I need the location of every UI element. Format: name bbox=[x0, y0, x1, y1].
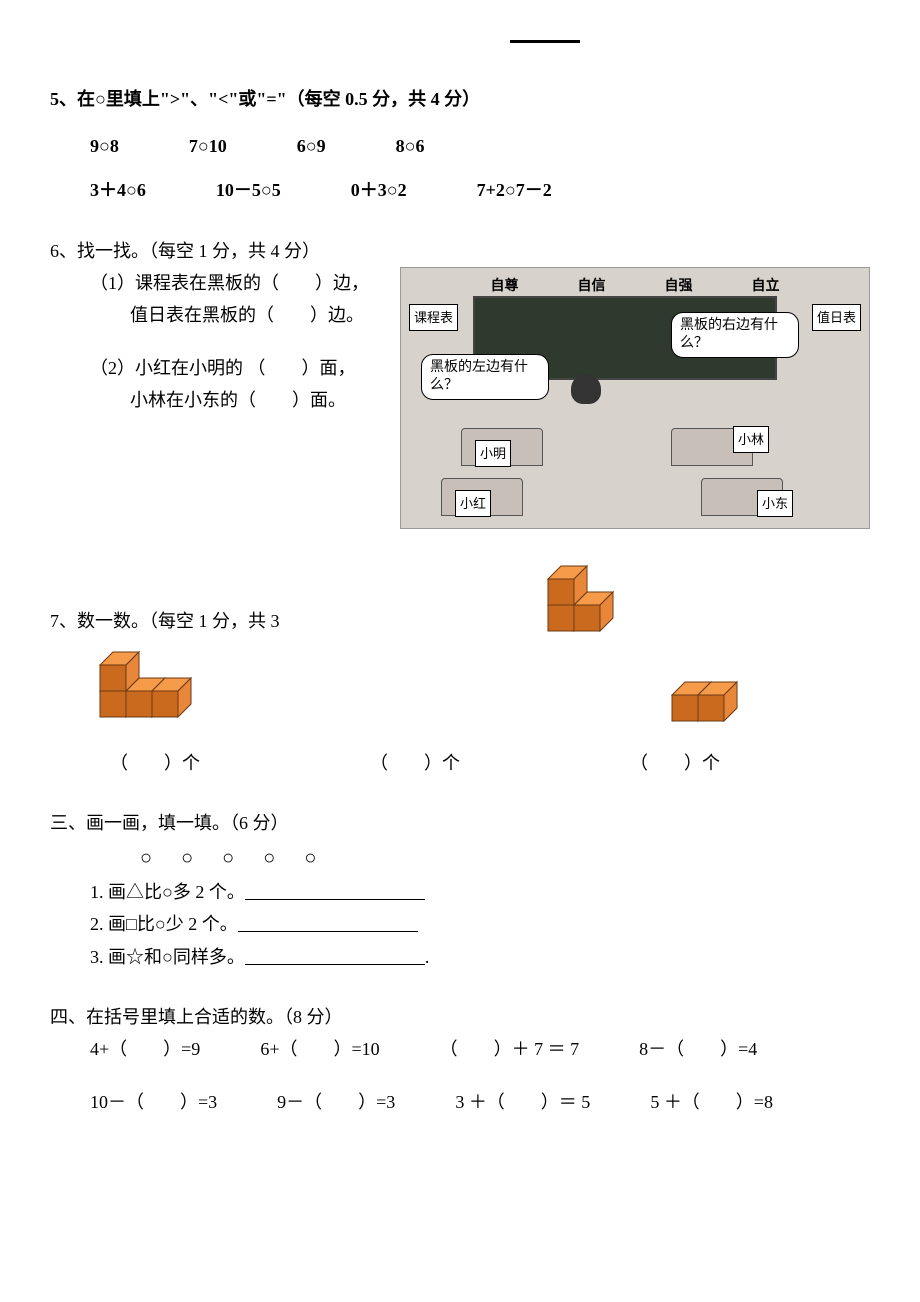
cube-group-a-svg bbox=[90, 647, 230, 727]
q3-line2: 2. 画□比○少 2 个。 bbox=[90, 908, 870, 940]
q3-circles: ○ ○ ○ ○ ○ bbox=[140, 840, 870, 876]
q4-r2-4: 5 ＋（ ）=8 bbox=[650, 1086, 773, 1118]
q7-blank-3: （ ）个 bbox=[630, 747, 720, 779]
q4-r2-2: 9－（ ）=3 bbox=[277, 1086, 395, 1118]
q3-blank-1 bbox=[245, 899, 425, 900]
q5-r2-2: 10－5○5 bbox=[216, 174, 281, 206]
top-blank-line bbox=[510, 40, 580, 43]
q6-line2: 值日表在黑板的（ ）边。 bbox=[130, 299, 390, 331]
lbl-xiaoming: 小明 bbox=[475, 440, 511, 467]
cube-group-a bbox=[90, 647, 230, 727]
q5-r1-4: 8○6 bbox=[396, 130, 425, 162]
q7-blank-1: （ ）个 bbox=[110, 747, 200, 779]
q6-line4: 小林在小东的（ ）面。 bbox=[130, 384, 390, 416]
q3-blank-3 bbox=[245, 964, 425, 965]
left-card: 课程表 bbox=[409, 304, 458, 331]
q6-text-block: （1）课程表在黑板的（ ）边， 值日表在黑板的（ ）边。 （2）小红在小明的 （… bbox=[50, 267, 390, 417]
bubble-left: 黑板的左边有什么？ bbox=[421, 354, 549, 400]
q5-r2-1: 3＋4○6 bbox=[90, 174, 146, 206]
cube-group-b-svg bbox=[530, 557, 620, 637]
q4-row1: 4+（ ）=9 6+（ ）=10 （ ）＋ 7 ＝ 7 8－（ ）=4 bbox=[90, 1033, 870, 1065]
q7-title: 7、数一数。（每空 1 分，共 3 bbox=[50, 605, 280, 637]
q5-r2-3: 0＋3○2 bbox=[351, 174, 407, 206]
q6-line1: （1）课程表在黑板的（ ）边， bbox=[90, 267, 390, 299]
q3-line3: 3. 画☆和○同样多。. bbox=[90, 941, 870, 973]
q6-title: 6、找一找。（每空 1 分，共 4 分） bbox=[50, 235, 870, 267]
q5-row2: 3＋4○6 10－5○5 0＋3○2 7+2○7－2 bbox=[90, 174, 870, 206]
q7-blank-2: （ ）个 bbox=[370, 747, 460, 779]
bubble-right: 黑板的右边有什么？ bbox=[671, 312, 799, 358]
lbl-xiaolin: 小林 bbox=[733, 426, 769, 453]
question-7: 7、数一数。（每空 1 分，共 3 （ ）个 （ ）个 （ ）个 bbox=[50, 557, 870, 779]
teacher-figure bbox=[571, 374, 601, 404]
right-card: 值日表 bbox=[812, 304, 861, 331]
q5-r1-1: 9○8 bbox=[90, 130, 119, 162]
q7-blanks: （ ）个 （ ）个 （ ）个 bbox=[110, 747, 870, 779]
q5-title: 5、在○里填上">"、"<"或"="（每空 0.5 分，共 4 分） bbox=[50, 83, 870, 115]
q4-r1-2: 6+（ ）=10 bbox=[260, 1033, 379, 1065]
q5-row1: 9○8 7○10 6○9 8○6 bbox=[90, 130, 870, 162]
q5-r1-2: 7○10 bbox=[189, 130, 227, 162]
q3-line2-text: 2. 画□比○少 2 个。 bbox=[90, 914, 238, 934]
q4-r1-4: 8－（ ）=4 bbox=[639, 1033, 757, 1065]
q4-r1-3: （ ）＋ 7 ＝ 7 bbox=[440, 1033, 580, 1065]
q5-r2-4: 7+2○7－2 bbox=[477, 174, 552, 206]
cube-group-c bbox=[650, 667, 770, 727]
q3-line1-text: 1. 画△比○多 2 个。 bbox=[90, 882, 245, 902]
section-3: 三、画一画，填一填。（6 分） ○ ○ ○ ○ ○ 1. 画△比○多 2 个。 … bbox=[50, 807, 870, 973]
lbl-xiaodong: 小东 bbox=[757, 490, 793, 517]
lbl-xiaohong: 小红 bbox=[455, 490, 491, 517]
q6-illustration: 自尊 自信 自强 自立 课程表 值日表 黑板的左边有什么？ 黑板的右边有什么？ … bbox=[400, 267, 870, 529]
q3-blank-2 bbox=[238, 931, 418, 932]
q4-row2: 10－（ ）=3 9－（ ）=3 3 ＋（ ）＝ 5 5 ＋（ ）=8 bbox=[90, 1086, 870, 1118]
q3-line3-text: 3. 画☆和○同样多。 bbox=[90, 947, 245, 967]
q3-title: 三、画一画，填一填。（6 分） bbox=[50, 807, 870, 839]
cube-group-c-svg bbox=[660, 667, 760, 727]
q6-line3: （2）小红在小明的 （ ）面， bbox=[90, 352, 390, 384]
section-4: 四、在括号里填上合适的数。（8 分） 4+（ ）=9 6+（ ）=10 （ ）＋… bbox=[50, 1001, 870, 1118]
q3-line1: 1. 画△比○多 2 个。 bbox=[90, 876, 870, 908]
question-5: 5、在○里填上">"、"<"或"="（每空 0.5 分，共 4 分） 9○8 7… bbox=[50, 83, 870, 206]
q4-r1-1: 4+（ ）=9 bbox=[90, 1033, 200, 1065]
q5-r1-3: 6○9 bbox=[297, 130, 326, 162]
question-6: 6、找一找。（每空 1 分，共 4 分） （1）课程表在黑板的（ ）边， 值日表… bbox=[50, 235, 870, 529]
q4-title: 四、在括号里填上合适的数。（8 分） bbox=[50, 1001, 870, 1033]
q4-r2-1: 10－（ ）=3 bbox=[90, 1086, 217, 1118]
q4-r2-3: 3 ＋（ ）＝ 5 bbox=[455, 1086, 590, 1118]
